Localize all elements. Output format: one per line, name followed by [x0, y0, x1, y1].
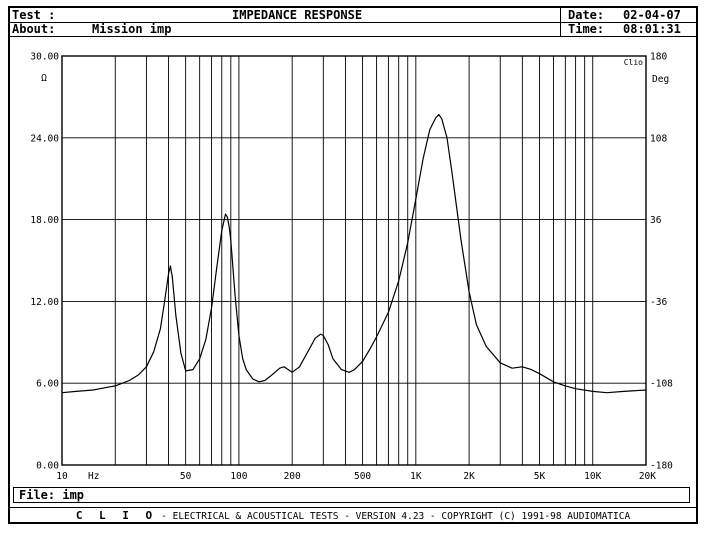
file-bar: File: imp — [13, 487, 690, 503]
corner-label: Clio — [624, 58, 643, 67]
date-value: 02-04-07 — [623, 8, 681, 22]
y2-tick-label: 108 — [650, 133, 667, 144]
y-tick-label: 12.00 — [30, 297, 59, 308]
date-label: Date: — [568, 8, 605, 22]
brand-label: C L I O — [75, 509, 158, 522]
header: Test : IMPEDANCE RESPONSE Date: 02-04-07… — [10, 8, 696, 36]
x-tick-label: 500 — [354, 471, 371, 482]
plot-area-border — [61, 55, 647, 466]
y2-tick-label: 36 — [650, 215, 662, 226]
header-row-1: Test : IMPEDANCE RESPONSE Date: 02-04-07 — [10, 8, 696, 23]
x-tick-label: 10K — [584, 471, 601, 482]
y2-axis-unit-label: Deg — [652, 74, 669, 85]
y-axis-unit-label: Ω — [41, 73, 47, 84]
test-label: Test : — [12, 8, 56, 22]
x-tick-label: 1K — [410, 471, 422, 482]
x-tick-label: 2K — [463, 471, 475, 482]
file-value: imp — [62, 488, 85, 502]
x-tick-label: 100 — [230, 471, 247, 482]
y-tick-label: 18.00 — [30, 215, 59, 226]
header-row-2: About: Mission imp Time: 08:01:31 — [10, 22, 696, 36]
header-divider — [560, 8, 561, 36]
x-axis-unit-label: Hz — [88, 471, 99, 482]
chart-title: IMPEDANCE RESPONSE — [232, 8, 363, 22]
footer: C L I O- ELECTRICAL & ACOUSTICAL TESTS -… — [10, 507, 696, 523]
y-tick-label: 30.00 — [30, 52, 59, 63]
header-bottom-rule — [10, 36, 696, 37]
window-frame — [8, 6, 698, 524]
time-label: Time: — [568, 22, 605, 36]
y2-tick-label: -108 — [650, 379, 673, 390]
y-tick-label: 24.00 — [30, 133, 59, 144]
about-value: Mission imp — [92, 22, 172, 36]
x-tick-label: 200 — [284, 471, 301, 482]
y-tick-label: 6.00 — [36, 379, 59, 390]
corner-label-bg — [624, 57, 645, 67]
impedance-curve — [61, 113, 647, 394]
x-tick-label: 10 — [56, 471, 68, 482]
x-tick-label: 5K — [534, 471, 546, 482]
y-tick-label: 0.00 — [36, 461, 59, 472]
about-label: About: — [12, 22, 56, 36]
footer-text: - ELECTRICAL & ACOUSTICAL TESTS - VERSIO… — [161, 511, 631, 522]
x-tick-label: 20K — [639, 471, 656, 482]
y2-tick-label: 180 — [650, 52, 667, 63]
y2-tick-label: -180 — [650, 461, 673, 472]
x-tick-label: 50 — [180, 471, 192, 482]
y2-tick-label: -36 — [650, 297, 667, 308]
file-label: File: — [19, 488, 56, 502]
time-value: 08:01:31 — [623, 22, 681, 36]
